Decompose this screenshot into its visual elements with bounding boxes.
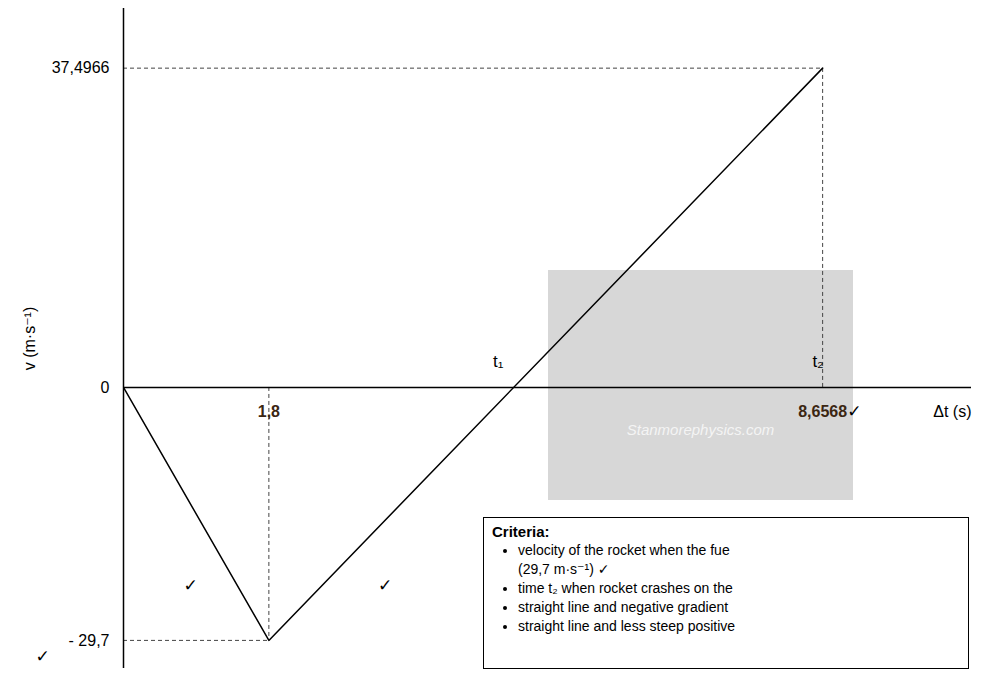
html-text:(29,7 m·s⁻¹) ✓: (29,7 m·s⁻¹) ✓ xyxy=(518,561,610,577)
svg-text:✓: ✓ xyxy=(847,402,861,421)
svg-text:8,6568: 8,6568 xyxy=(798,403,847,420)
html-text:time t₂ when rocket crashes on: time t₂ when rocket crashes on the xyxy=(518,580,733,596)
svg-text:- 29,7: - 29,7 xyxy=(69,632,110,649)
svg-text:0: 0 xyxy=(101,379,110,396)
svg-text:✓: ✓ xyxy=(378,576,392,595)
svg-text:t₂: t₂ xyxy=(812,352,823,371)
html-text:Stanmorephysics.com: Stanmorephysics.com xyxy=(626,421,775,438)
html-text:straight line and less steep p: straight line and less steep positive xyxy=(518,618,736,634)
svg-text:Δt (s): Δt (s) xyxy=(933,403,971,420)
svg-text:t₁: t₁ xyxy=(493,352,504,371)
svg-text:v (m·s⁻¹): v (m·s⁻¹) xyxy=(21,307,38,371)
html-text:straight line and negative gra: straight line and negative gradient xyxy=(518,599,729,615)
html-text:Criteria:: Criteria: xyxy=(492,523,550,540)
svg-text:✓: ✓ xyxy=(183,576,197,595)
svg-text:1,8: 1,8 xyxy=(258,403,280,420)
svg-text:37,4966: 37,4966 xyxy=(52,59,110,76)
html-text:velocity of the rocket when th: velocity of the rocket when the fue xyxy=(518,542,730,558)
svg-text:✓: ✓ xyxy=(36,647,50,666)
